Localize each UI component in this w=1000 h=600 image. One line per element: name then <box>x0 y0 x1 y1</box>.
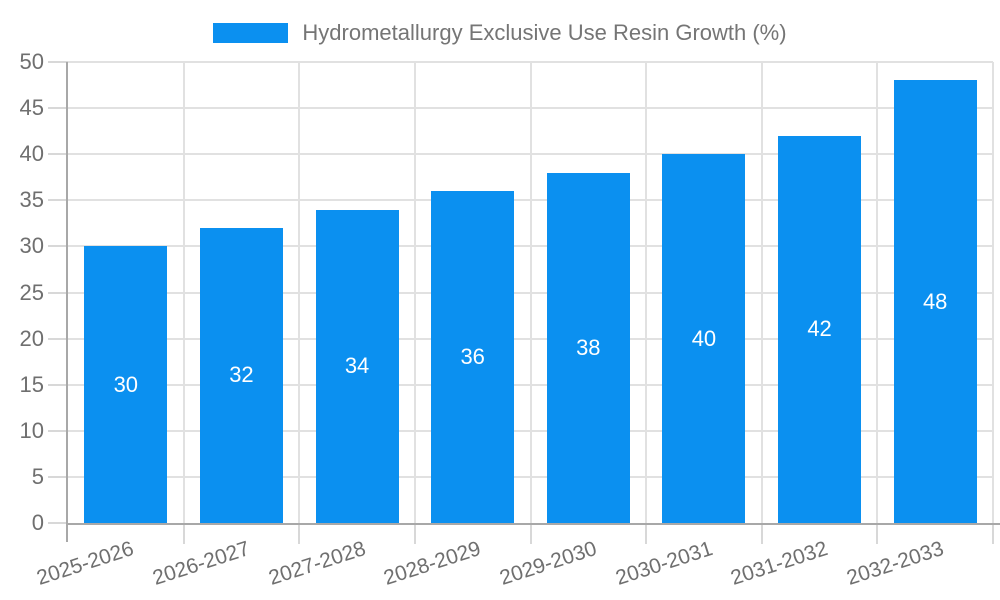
y-tick <box>48 522 68 524</box>
v-gridline <box>182 62 185 523</box>
bar[interactable] <box>662 154 746 523</box>
bar[interactable] <box>893 80 977 523</box>
bar-value-label: 42 <box>807 316 832 342</box>
y-axis-tick-label: 35 <box>19 187 44 213</box>
y-tick <box>48 429 68 432</box>
v-gridline <box>760 62 763 523</box>
legend-label[interactable]: Hydrometallurgy Exclusive Use Resin Grow… <box>302 20 787 45</box>
x-tick <box>413 525 416 544</box>
x-tick <box>876 525 879 544</box>
y-tick <box>48 153 68 156</box>
bar-value-label: 38 <box>576 334 601 360</box>
y-axis-tick-label: 45 <box>19 95 44 121</box>
bar[interactable] <box>546 172 630 523</box>
y-axis-tick-label: 0 <box>31 510 44 535</box>
bar[interactable] <box>315 209 399 523</box>
y-axis-tick-label: 25 <box>19 279 44 305</box>
y-tick <box>48 245 68 248</box>
x-axis-category-label: 2028-2029 <box>381 537 484 590</box>
y-axis-tick-label: 50 <box>19 49 44 74</box>
y-axis-tick-label: 20 <box>19 325 44 351</box>
x-axis-category-label: 2029-2030 <box>496 537 600 590</box>
x-axis-category-label: 2031-2032 <box>728 537 831 590</box>
x-tick <box>298 525 301 544</box>
v-gridline <box>529 62 532 523</box>
bar-value-label: 32 <box>229 362 254 388</box>
y-tick <box>48 61 68 63</box>
bar-value-label: 40 <box>691 325 717 351</box>
x-axis-category-label: 2026-2027 <box>149 537 253 590</box>
y-axis-line <box>66 62 68 542</box>
x-tick <box>760 525 763 544</box>
y-tick <box>48 475 68 478</box>
y-tick <box>48 383 68 386</box>
bar-value-label: 30 <box>113 371 139 397</box>
x-axis-category-label: 2025-2026 <box>34 537 137 590</box>
y-axis-tick-label: 10 <box>19 417 44 443</box>
chart-legend: Hydrometallurgy Exclusive Use Resin Grow… <box>0 21 1000 45</box>
x-tick <box>182 525 185 544</box>
v-gridline <box>992 62 994 523</box>
v-gridline <box>413 62 416 523</box>
bar[interactable] <box>431 191 515 523</box>
x-axis-category-label: 2032-2033 <box>843 537 947 590</box>
v-gridline <box>876 62 879 523</box>
legend-swatch[interactable] <box>213 23 289 43</box>
bar-value-label: 34 <box>344 353 370 379</box>
y-tick <box>48 337 68 340</box>
x-tick <box>992 525 994 544</box>
x-tick <box>645 525 648 544</box>
bar[interactable] <box>199 227 283 523</box>
y-tick <box>48 291 68 294</box>
y-axis-tick-label: 30 <box>19 233 44 259</box>
v-gridline <box>645 62 648 523</box>
y-axis-tick-label: 40 <box>19 141 44 167</box>
x-tick <box>529 525 532 544</box>
bar[interactable] <box>778 135 862 523</box>
x-axis-category-label: 2027-2028 <box>265 537 369 590</box>
y-axis-tick-label: 15 <box>19 371 44 397</box>
bar-value-label: 36 <box>460 344 485 370</box>
y-tick <box>48 107 68 110</box>
x-axis-line <box>66 523 1000 525</box>
y-tick <box>48 199 68 202</box>
bar[interactable] <box>84 246 168 523</box>
y-axis-tick-label: 5 <box>31 463 44 489</box>
bar-value-label: 48 <box>922 288 948 314</box>
x-axis-category-label: 2030-2031 <box>612 537 716 590</box>
v-gridline <box>298 62 301 523</box>
